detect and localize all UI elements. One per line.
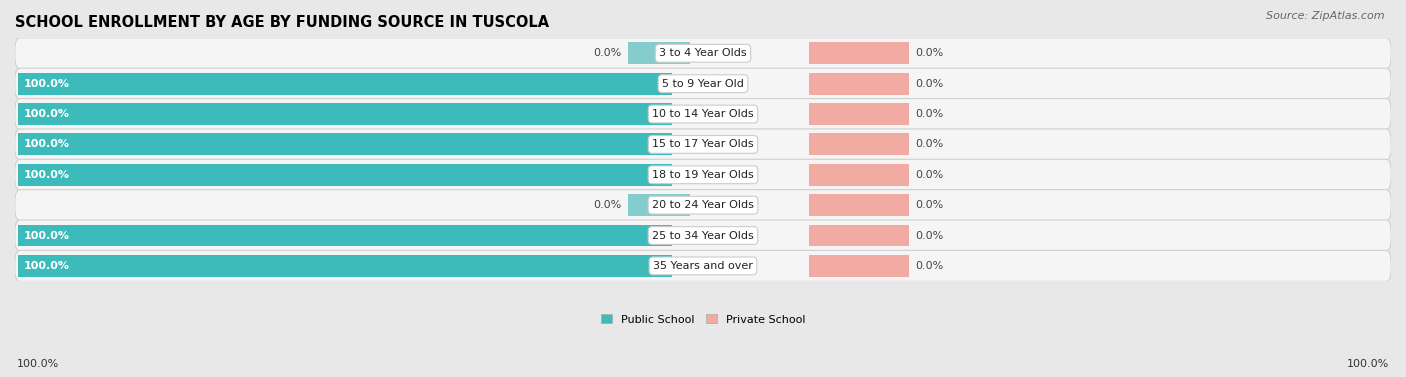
FancyBboxPatch shape [15, 68, 1391, 99]
Bar [17, 164, 672, 186]
Text: 0.0%: 0.0% [915, 230, 943, 241]
Text: 3 to 4 Year Olds: 3 to 4 Year Olds [659, 48, 747, 58]
Bar [628, 194, 690, 216]
Bar [17, 225, 672, 247]
Text: 100.0%: 100.0% [17, 359, 59, 369]
Text: 0.0%: 0.0% [915, 170, 943, 180]
Bar [628, 42, 690, 64]
Text: 15 to 17 Year Olds: 15 to 17 Year Olds [652, 139, 754, 149]
Bar [810, 225, 910, 247]
Text: 100.0%: 100.0% [24, 79, 70, 89]
Text: 35 Years and over: 35 Years and over [652, 261, 754, 271]
Bar [810, 133, 910, 155]
Text: 0.0%: 0.0% [915, 79, 943, 89]
Text: 0.0%: 0.0% [915, 200, 943, 210]
Text: 100.0%: 100.0% [1347, 359, 1389, 369]
FancyBboxPatch shape [15, 129, 1391, 160]
FancyBboxPatch shape [15, 190, 1391, 221]
Bar [810, 73, 910, 95]
Text: 0.0%: 0.0% [593, 48, 621, 58]
Bar [810, 194, 910, 216]
Text: 5 to 9 Year Old: 5 to 9 Year Old [662, 79, 744, 89]
Bar [810, 103, 910, 125]
Legend: Public School, Private School: Public School, Private School [596, 310, 810, 329]
Text: 100.0%: 100.0% [24, 139, 70, 149]
FancyBboxPatch shape [15, 250, 1391, 281]
Text: 20 to 24 Year Olds: 20 to 24 Year Olds [652, 200, 754, 210]
Bar [810, 42, 910, 64]
Bar [17, 73, 672, 95]
Bar [810, 255, 910, 277]
FancyBboxPatch shape [15, 38, 1391, 69]
FancyBboxPatch shape [15, 98, 1391, 130]
Text: SCHOOL ENROLLMENT BY AGE BY FUNDING SOURCE IN TUSCOLA: SCHOOL ENROLLMENT BY AGE BY FUNDING SOUR… [15, 15, 550, 30]
Text: Source: ZipAtlas.com: Source: ZipAtlas.com [1267, 11, 1385, 21]
Text: 0.0%: 0.0% [915, 139, 943, 149]
Text: 100.0%: 100.0% [24, 109, 70, 119]
FancyBboxPatch shape [15, 159, 1391, 190]
Bar [810, 164, 910, 186]
Text: 100.0%: 100.0% [24, 170, 70, 180]
FancyBboxPatch shape [15, 220, 1391, 251]
Text: 0.0%: 0.0% [915, 48, 943, 58]
Bar [17, 103, 672, 125]
Text: 18 to 19 Year Olds: 18 to 19 Year Olds [652, 170, 754, 180]
Text: 10 to 14 Year Olds: 10 to 14 Year Olds [652, 109, 754, 119]
Text: 100.0%: 100.0% [24, 230, 70, 241]
Text: 100.0%: 100.0% [24, 261, 70, 271]
Text: 0.0%: 0.0% [593, 200, 621, 210]
Bar [17, 255, 672, 277]
Text: 0.0%: 0.0% [915, 109, 943, 119]
Text: 25 to 34 Year Olds: 25 to 34 Year Olds [652, 230, 754, 241]
Bar [17, 133, 672, 155]
Text: 0.0%: 0.0% [915, 261, 943, 271]
